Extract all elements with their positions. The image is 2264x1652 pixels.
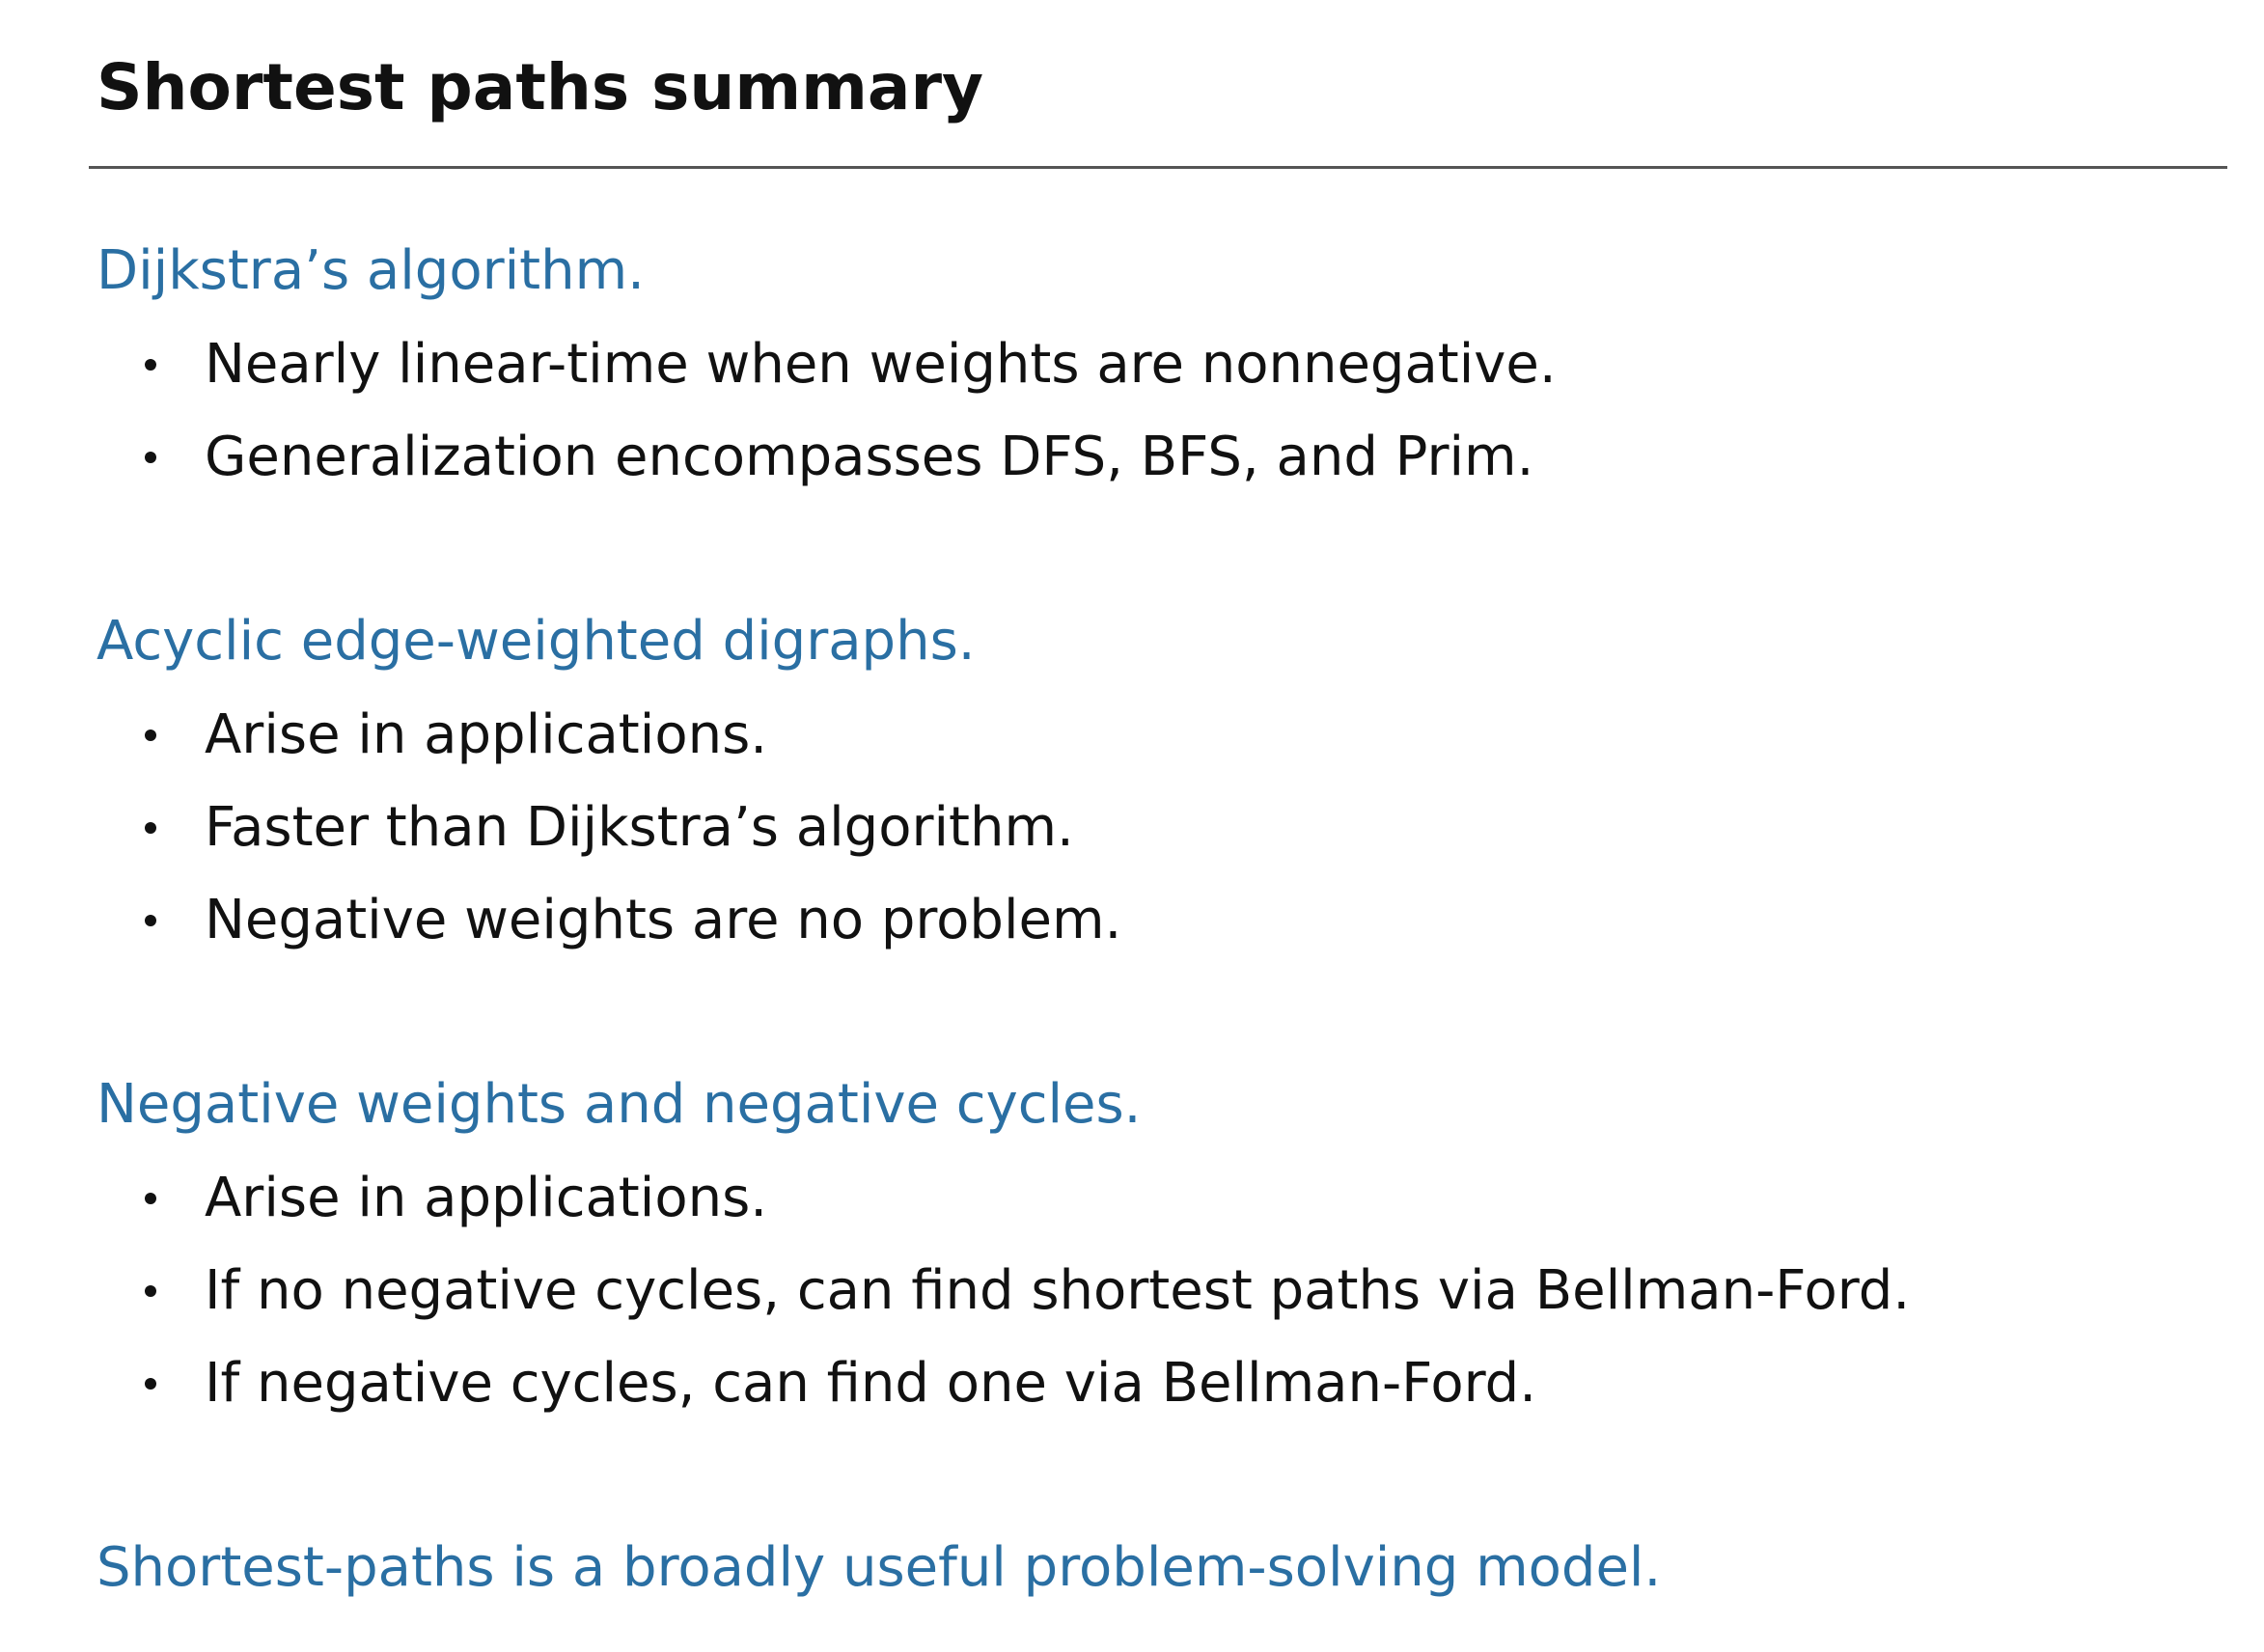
bullet-dot-icon	[145, 1285, 156, 1297]
bullet-text: Arise in applications.	[205, 1167, 768, 1229]
bullet-text: Arise in applications.	[205, 703, 768, 766]
bullet-dot-icon	[145, 730, 156, 741]
bullet-text: Negative weights are no problem.	[205, 889, 1122, 951]
bullet-text: If negative cycles, can find one via Bel…	[205, 1352, 1537, 1415]
slide-title: Shortest paths summary	[97, 50, 984, 124]
bullet-text: Faster than Dijkstra’s algorithm.	[205, 796, 1074, 859]
bullet-text: If no negative cycles, can find shortest…	[205, 1259, 1911, 1322]
section-heading-dijkstra: Dijkstra’s algorithm.	[97, 239, 645, 302]
bullet-dot-icon	[145, 452, 156, 463]
bullet-dot-icon	[145, 1378, 156, 1390]
bullet-dot-icon	[145, 1193, 156, 1204]
bullet-dot-icon	[145, 359, 156, 371]
bullet-text: Nearly linear-time when weights are nonn…	[205, 333, 1557, 396]
bullet-dot-icon	[145, 915, 156, 926]
conclusion-text: Shortest-paths is a broadly useful probl…	[97, 1536, 1662, 1599]
section-heading-negative: Negative weights and negative cycles.	[97, 1073, 1142, 1136]
section-heading-acyclic: Acyclic edge-weighted digraphs.	[97, 610, 976, 673]
bullet-dot-icon	[145, 822, 156, 834]
bullet-text: Generalization encompasses DFS, BFS, and…	[205, 426, 1534, 488]
title-divider	[89, 166, 2227, 169]
